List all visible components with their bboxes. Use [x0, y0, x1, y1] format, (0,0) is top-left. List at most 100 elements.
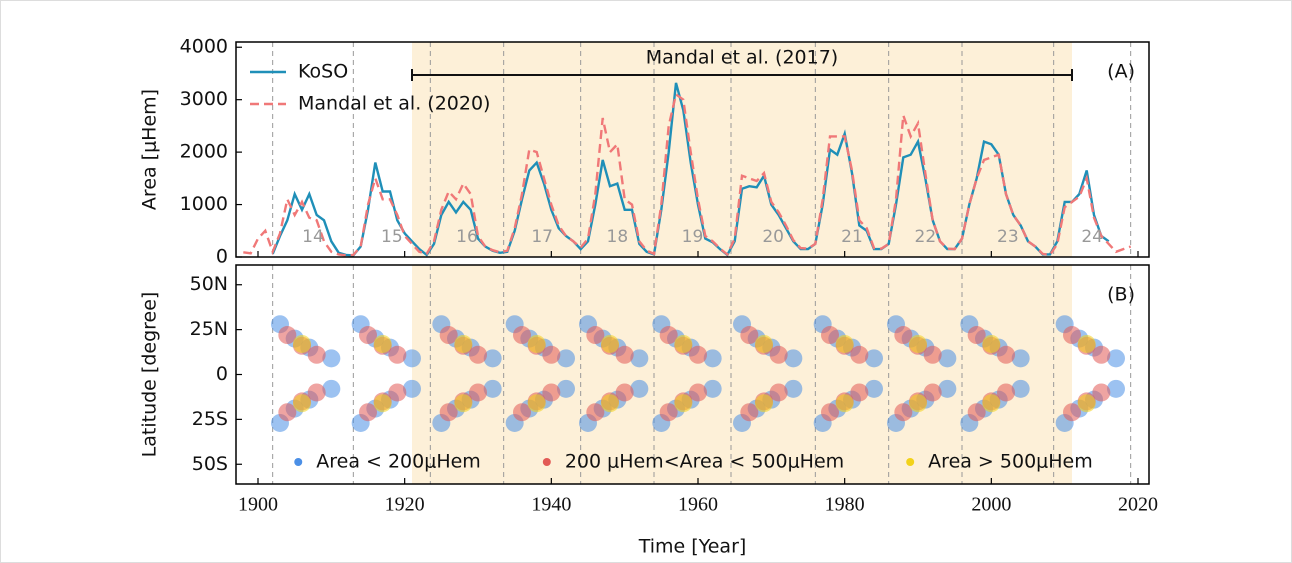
- plot-area: [271, 315, 1125, 432]
- scatter-point: [1077, 394, 1096, 413]
- scatter-point: [513, 326, 531, 345]
- scatter-point: [1107, 379, 1125, 398]
- scatter-point: [454, 334, 473, 353]
- scatter-point: [1092, 383, 1111, 402]
- scatter-point: [967, 326, 986, 345]
- scatter-point: [740, 403, 759, 422]
- y-tick-label: 1000: [180, 193, 228, 215]
- y-tick-label: 3000: [180, 88, 228, 110]
- cycle-label: 20: [762, 227, 784, 247]
- scatter-point: [483, 379, 502, 398]
- scatter-point: [454, 394, 473, 413]
- scatter-point: [527, 334, 546, 353]
- scatter-point: [557, 349, 575, 368]
- panel-label: (B): [1107, 284, 1135, 306]
- scatter-point: [938, 379, 957, 398]
- scatter-point: [586, 326, 605, 345]
- scatter-point: [307, 383, 326, 402]
- series-line: [271, 82, 1110, 257]
- scatter-point: [483, 349, 502, 368]
- legend-marker: [906, 458, 915, 466]
- scatter-point: [835, 334, 854, 353]
- legend-label: 200 μHem<Area < 500μHem: [565, 451, 844, 473]
- scatter-point: [909, 334, 927, 353]
- scatter-point: [850, 383, 869, 402]
- plot-frame: [235, 41, 1150, 258]
- x-tick-label: 1960: [678, 494, 718, 516]
- scatter-point: [403, 379, 421, 398]
- scatter-point: [601, 334, 619, 353]
- scatter-point: [659, 403, 678, 422]
- cycle-label: 18: [607, 227, 629, 247]
- y-tick-label: 2000: [180, 141, 228, 163]
- legend-label: Mandal et al. (2020): [298, 93, 490, 115]
- legend-marker: [542, 458, 551, 466]
- scatter-point: [674, 334, 693, 353]
- x-tick-label: 1900: [238, 494, 278, 516]
- cycle-label: 24: [1081, 227, 1103, 247]
- scatter-point: [542, 383, 561, 402]
- cycle-label: 19: [682, 227, 704, 247]
- x-tick-label: 1980: [825, 494, 865, 516]
- scatter-point: [373, 334, 392, 353]
- scatter-point: [740, 326, 759, 345]
- scatter-point: [586, 403, 605, 422]
- cycle-label: 22: [915, 227, 937, 247]
- scatter-point: [322, 379, 341, 398]
- y-tick-label: 4000: [180, 36, 228, 58]
- scatter-point: [278, 403, 297, 422]
- scatter-point: [307, 345, 326, 364]
- y-tick-label: 25N: [190, 318, 228, 340]
- scatter-point: [909, 394, 927, 413]
- scatter-point: [439, 326, 458, 345]
- scatter-point: [359, 403, 377, 422]
- scatter-point: [821, 326, 839, 345]
- scatter-point: [850, 345, 869, 364]
- scatter-point: [997, 383, 1015, 402]
- scatter-point: [938, 349, 957, 368]
- y-tick-label: 25S: [192, 408, 228, 430]
- scatter-point: [469, 345, 487, 364]
- scatter-point: [278, 326, 297, 345]
- scatter-point: [835, 394, 854, 413]
- scatter-point: [784, 379, 803, 398]
- scatter-point: [1011, 349, 1030, 368]
- scatter-point: [1063, 326, 1081, 345]
- cycle-label: 15: [381, 227, 403, 247]
- legend-label: Area < 200μHem: [316, 451, 481, 473]
- scatter-point: [615, 383, 634, 402]
- cycle-label: 16: [456, 227, 478, 247]
- x-tick-label: 1920: [385, 494, 425, 516]
- scatter-point: [703, 349, 722, 368]
- y-tick-label: 0: [216, 246, 228, 268]
- cycle-label: 17: [531, 227, 553, 247]
- cycle-label: 23: [997, 227, 1019, 247]
- scatter-point: [894, 326, 913, 345]
- legend-label: KoSO: [298, 61, 348, 83]
- scatter-point: [967, 403, 986, 422]
- panel-label: (A): [1107, 61, 1135, 83]
- cycle-label: 21: [841, 227, 863, 247]
- scatter-point: [659, 326, 678, 345]
- scatter-point: [322, 349, 341, 368]
- scatter-point: [542, 345, 561, 364]
- scatter-point: [527, 394, 546, 413]
- scatter-point: [769, 345, 788, 364]
- y-axis-label: Area [μHem]: [139, 89, 161, 210]
- scatter-point: [755, 394, 773, 413]
- scatter-point: [403, 349, 421, 368]
- y-tick-label: 0: [216, 363, 228, 385]
- scatter-point: [1011, 379, 1030, 398]
- scatter-point: [982, 394, 1001, 413]
- scatter-point: [689, 383, 707, 402]
- scatter-point: [769, 383, 788, 402]
- scatter-point: [557, 379, 575, 398]
- scatter-point: [1107, 349, 1125, 368]
- scatter-point: [784, 349, 803, 368]
- x-tick-label: 2020: [1118, 494, 1158, 516]
- span-annotation: Mandal et al. (2017): [646, 47, 838, 69]
- scatter-point: [293, 394, 311, 413]
- scatter-point: [359, 326, 377, 345]
- y-tick-label: 50S: [192, 453, 228, 475]
